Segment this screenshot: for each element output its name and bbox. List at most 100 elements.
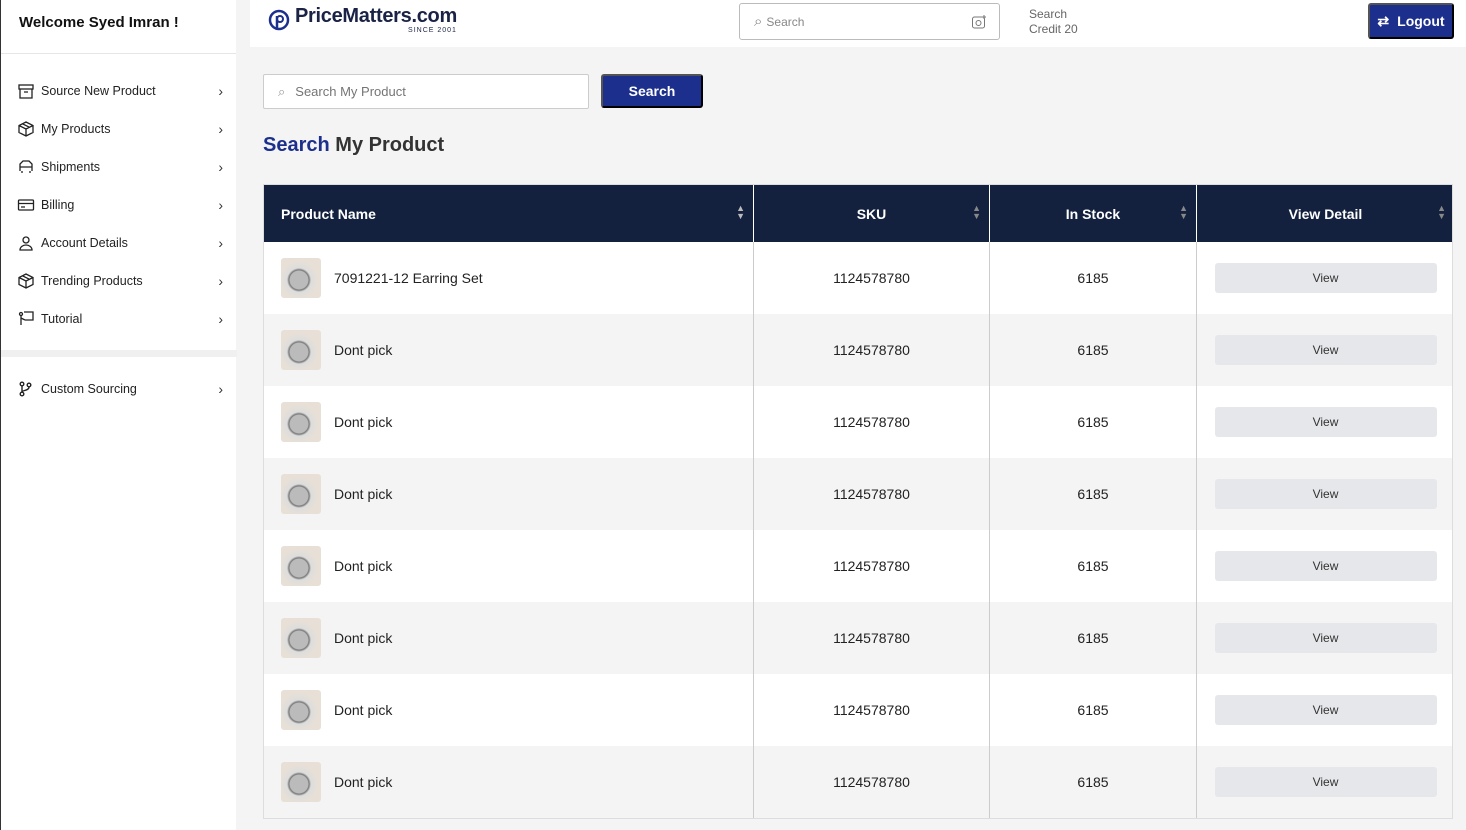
sidebar-item-shipments[interactable]: Shipments ›: [17, 155, 223, 179]
chevron-right-icon: ›: [218, 121, 223, 137]
sidebar-item-trending-products[interactable]: Trending Products ›: [17, 269, 223, 293]
sku-cell: 1124578780: [754, 458, 990, 530]
sidebar: Welcome Syed Imran ! Source New Product ›…: [0, 0, 237, 830]
products-table: Product Name ▲ ▼ SKU ▲ ▼ In Stock ▲ ▼ View Det…: [263, 184, 1453, 819]
product-thumbnail[interactable]: [281, 402, 321, 442]
sku-cell: 1124578780: [754, 746, 990, 818]
sidebar-item-label: Source New Product: [41, 84, 156, 98]
logout-button[interactable]: ⇄ Logout: [1368, 3, 1454, 39]
sort-icon[interactable]: ▲ ▼: [736, 203, 745, 221]
sidebar-item-source-new-product[interactable]: Source New Product ›: [17, 79, 223, 103]
logo-icon: [268, 9, 290, 30]
truck-icon: [19, 160, 33, 173]
logo[interactable]: PriceMatters.com SINCE 2001: [266, 5, 457, 36]
product-thumbnail[interactable]: [281, 474, 321, 514]
table-row: 7091221-12 Earring Set 1124578780 6185 V…: [264, 242, 1452, 314]
stock-cell: 6185: [990, 674, 1197, 746]
column-header-in-stock[interactable]: In Stock ▲ ▼: [990, 185, 1197, 242]
archive-icon: [18, 84, 34, 99]
chevron-right-icon: ›: [218, 381, 223, 397]
search-icon: ⌕: [754, 13, 763, 30]
product-thumbnail[interactable]: [281, 618, 321, 658]
product-name: Dont pick: [334, 558, 393, 574]
camera-icon[interactable]: [971, 14, 987, 30]
sidebar-item-custom-sourcing[interactable]: Custom Sourcing ›: [17, 377, 223, 401]
view-button[interactable]: View: [1214, 767, 1437, 797]
sku-cell: 1124578780: [754, 674, 990, 746]
sidebar-item-label: Trending Products: [41, 274, 143, 288]
sidebar-item-billing[interactable]: Billing ›: [17, 193, 223, 217]
stock-cell: 6185: [990, 746, 1197, 818]
sku-cell: 1124578780: [754, 386, 990, 458]
stock-cell: 6185: [990, 314, 1197, 386]
product-name: Dont pick: [334, 486, 393, 502]
product-thumbnail[interactable]: [281, 258, 321, 298]
view-button[interactable]: View: [1214, 407, 1437, 437]
swap-icon: ⇄: [1377, 12, 1390, 29]
table-row: Dont pick 1124578780 6185 View: [264, 458, 1452, 530]
product-search-input[interactable]: [295, 84, 556, 99]
chevron-right-icon: ›: [218, 159, 223, 175]
sku-cell: 1124578780: [754, 602, 990, 674]
product-thumbnail[interactable]: [281, 762, 321, 802]
product-name: 7091221-12 Earring Set: [334, 270, 483, 286]
view-button[interactable]: View: [1214, 695, 1437, 725]
chevron-right-icon: ›: [218, 83, 223, 99]
top-search-input[interactable]: ⌕ Search: [739, 3, 1000, 40]
product-name: Dont pick: [334, 342, 393, 358]
divider: [1, 350, 237, 357]
sidebar-item-label: Shipments: [41, 160, 101, 174]
view-button[interactable]: View: [1214, 335, 1437, 365]
sku-cell: 1124578780: [754, 314, 990, 386]
view-button[interactable]: View: [1214, 623, 1437, 653]
user-icon: [19, 236, 33, 251]
stock-cell: 6185: [990, 458, 1197, 530]
box-icon: [18, 121, 34, 137]
sku-cell: 1124578780: [754, 530, 990, 602]
table-row: Dont pick 1124578780 6185 View: [264, 530, 1452, 602]
sidebar-item-label: Account Details: [41, 236, 128, 250]
search-button[interactable]: Search: [601, 74, 703, 108]
page-title: Search My Product: [263, 134, 445, 156]
git-branch-icon: [19, 381, 32, 397]
search-icon: ⌕: [278, 83, 286, 99]
product-thumbnail[interactable]: [281, 330, 321, 370]
view-button[interactable]: View: [1214, 551, 1437, 581]
sidebar-item-label: My Products: [41, 122, 111, 136]
sidebar-item-account-details[interactable]: Account Details ›: [17, 231, 223, 255]
table-row: Dont pick 1124578780 6185 View: [264, 314, 1452, 386]
view-button[interactable]: View: [1214, 263, 1437, 293]
product-name: Dont pick: [334, 630, 393, 646]
stock-cell: 6185: [990, 242, 1197, 314]
stock-cell: 6185: [990, 386, 1197, 458]
sort-icon[interactable]: ▲ ▼: [1437, 203, 1446, 221]
table-header: Product Name ▲ ▼ SKU ▲ ▼ In Stock ▲ ▼ View Det…: [264, 185, 1452, 242]
column-header-product-name[interactable]: Product Name ▲ ▼: [264, 185, 754, 242]
sort-icon[interactable]: ▲ ▼: [972, 203, 981, 221]
top-bar: PriceMatters.com SINCE 2001 ⌕ Search Sea…: [250, 0, 1466, 47]
table-row: Dont pick 1124578780 6185 View: [264, 746, 1452, 818]
column-header-view-detail[interactable]: View Detail ▲ ▼: [1288, 203, 1446, 222]
chevron-right-icon: ›: [218, 311, 223, 327]
product-search-field[interactable]: ⌕: [263, 74, 589, 109]
sidebar-item-tutorial[interactable]: Tutorial ›: [17, 307, 223, 331]
product-name: Dont pick: [334, 414, 393, 430]
product-name: Dont pick: [334, 702, 393, 718]
search-credit: Search Credit 20: [1029, 7, 1078, 36]
table-row: Dont pick 1124578780 6185 View: [264, 386, 1452, 458]
sidebar-item-my-products[interactable]: My Products ›: [17, 117, 223, 141]
box-icon: [18, 273, 34, 289]
sidebar-item-label: Custom Sourcing: [41, 382, 137, 396]
product-thumbnail[interactable]: [281, 546, 321, 586]
stock-cell: 6185: [990, 530, 1197, 602]
product-name: Dont pick: [334, 774, 393, 790]
credit-card-icon: [17, 199, 35, 211]
column-header-sku[interactable]: SKU ▲ ▼: [754, 185, 990, 242]
view-button[interactable]: View: [1214, 479, 1437, 509]
sku-cell: 1124578780: [754, 242, 990, 314]
sidebar-item-label: Tutorial: [41, 312, 83, 326]
product-thumbnail[interactable]: [281, 690, 321, 730]
table-row: Dont pick 1124578780 6185 View: [264, 602, 1452, 674]
sort-icon[interactable]: ▲ ▼: [1179, 203, 1188, 221]
stock-cell: 6185: [990, 602, 1197, 674]
